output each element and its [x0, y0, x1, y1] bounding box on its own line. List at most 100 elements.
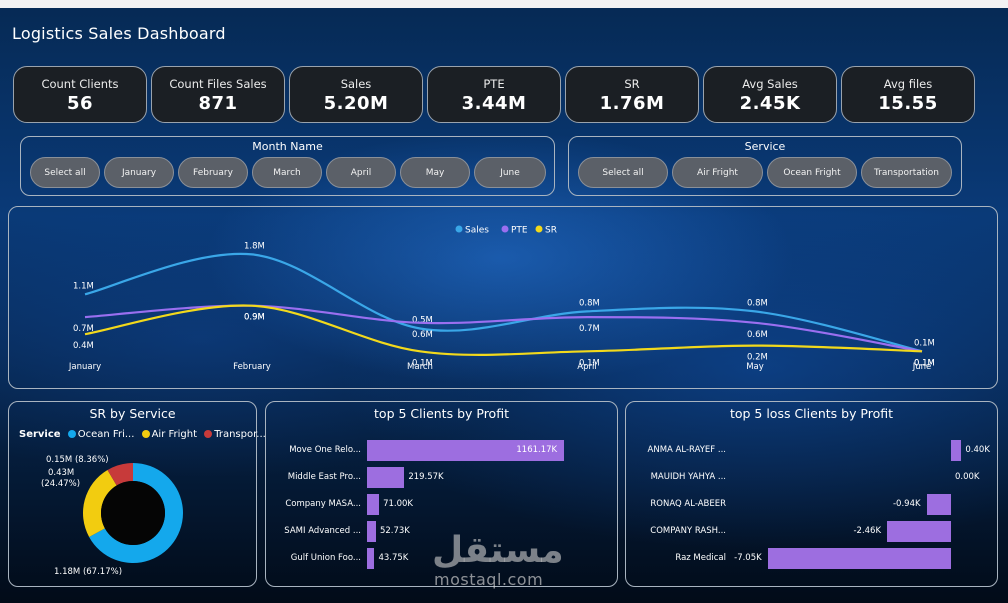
month-option-february[interactable]: February [178, 157, 248, 188]
service-option-select-all[interactable]: Select all [578, 157, 668, 188]
data-label-pte-june: 0.1M [914, 358, 935, 368]
legend-dot-transport [204, 430, 213, 438]
service-option-air-fright[interactable]: Air Fright [672, 157, 763, 188]
donut-slice-transpor[interactable] [107, 463, 133, 486]
bar-company-rash[interactable] [887, 521, 951, 542]
watermark-arabic: مستقل [432, 530, 564, 571]
line-legend: Sales PTE SR [455, 225, 557, 236]
service-option-ocean-fright[interactable]: Ocean Fright [767, 157, 857, 188]
kpi-card-sr[interactable]: SR 1.76M [565, 66, 699, 123]
kpi-value: 871 [198, 93, 238, 114]
data-label-sales-april: 0.8M [579, 298, 600, 308]
data-label-sr-january: 0.4M [73, 341, 94, 351]
legend-item-ocean[interactable]: Ocean Fri... [77, 429, 135, 440]
donut-legend-title: Service [19, 429, 61, 440]
kpi-card-pte[interactable]: PTE 3.44M [427, 66, 561, 123]
series-line-sr[interactable] [84, 304, 923, 356]
data-label-sr-february: 0.9M [244, 313, 265, 323]
bar-label-move-one-relo: Move One Relo... [289, 444, 361, 455]
month-option-march[interactable]: March [252, 157, 322, 188]
donut-label-pct-air-fright: (24.47%) [41, 479, 80, 489]
data-label-pte-may: 0.6M [747, 330, 768, 340]
kpi-label: Count Clients [41, 77, 119, 91]
bar-middle-east-pro[interactable] [367, 467, 405, 488]
kpi-label: PTE [483, 77, 505, 91]
data-label-pte-february: 0.9M [244, 313, 265, 323]
sr-donut-chart[interactable]: 1.18M (67.17%) 0.43M(24.47%) 0.15M (8.36%) [9, 402, 256, 586]
bar-label-company-rash: COMPANY RASH... [650, 525, 726, 536]
bar-label-company-masa: Company MASA... [285, 498, 361, 509]
series-line-sales[interactable] [84, 252, 923, 353]
kpi-card-count-files-sales[interactable]: Count Files Sales 871 [151, 66, 285, 123]
data-label-sales-february: 1.8M [244, 241, 265, 251]
legend-label-sales[interactable]: Sales [465, 226, 489, 236]
service-slicer-title: Service [744, 140, 786, 153]
kpi-value: 2.45K [739, 93, 801, 114]
sales-line-chart[interactable]: Sales PTE SR 1.1M 1.8M 0.5M 0.8M 0.8M 0.1M 0.7M 0.… [9, 207, 997, 388]
bar-value-gulf-union-foo: 43.75K [378, 552, 409, 563]
legend-item-transport[interactable]: Transpor... [214, 429, 266, 440]
bar-value-middle-east-pro: 219.57K [408, 471, 444, 482]
legend-dot-air [141, 430, 150, 438]
bar-sami-advanced[interactable] [367, 521, 376, 542]
month-slicer-title: Month Name [252, 140, 323, 153]
donut-slice-ocean-fri[interactable] [89, 463, 184, 563]
bar-label-ronaq-al-abeer: RONAQ AL-ABEER [650, 498, 726, 509]
kpi-label: Avg files [883, 77, 933, 91]
bar-label-anma-al-rayef: ANMA AL-RAYEF ... [647, 444, 726, 455]
legend-dot-pte [501, 225, 509, 233]
kpi-value: 56 [66, 93, 94, 114]
donut-slice-air-fright[interactable] [83, 469, 117, 537]
legend-label-sr[interactable]: SR [545, 226, 557, 236]
x-tick-march: March [407, 362, 433, 372]
kpi-value: 3.44M [461, 93, 527, 114]
bar-value-move-one-relo: 1161.17K [516, 444, 558, 455]
series-line-pte[interactable] [84, 304, 923, 353]
kpi-value: 5.20M [323, 93, 389, 114]
bar-label-middle-east-pro: Middle East Pro... [287, 471, 361, 482]
month-option-select-all[interactable]: Select all [30, 157, 100, 188]
bar-label-sami-advanced: SAMI Advanced ... [284, 525, 361, 536]
data-label-sales-june: 0.1M [914, 338, 935, 348]
bar-value-raz-medical: -7.05K [734, 552, 762, 563]
month-option-january[interactable]: January [104, 157, 174, 188]
bar-company-masa[interactable] [367, 494, 380, 515]
donut-legend: Service Ocean Fri... Air Fright Transpor… [19, 429, 266, 440]
bar-label-raz-medical: Raz Medical [675, 552, 726, 563]
bar-raz-medical[interactable] [767, 548, 951, 569]
kpi-card-avg-sales[interactable]: Avg Sales 2.45K [703, 66, 837, 123]
data-label-sales-may: 0.8M [747, 298, 768, 308]
month-option-april[interactable]: April [326, 157, 396, 188]
service-slicer: Service Select all Air Fright Ocean Frig… [568, 136, 962, 196]
top5-loss-clients-title: top 5 loss Clients by Profit [729, 406, 894, 421]
bar-value-sami-advanced: 52.73K [379, 525, 410, 536]
bar-value-ronaq-al-abeer: -0.94K [892, 498, 921, 509]
data-label-pte-april: 0.7M [579, 324, 600, 334]
bar-value-company-masa: 71.00K [383, 498, 413, 509]
x-tick-january: January [68, 362, 101, 372]
bar-ronaq-al-abeer[interactable] [926, 494, 951, 515]
month-option-may[interactable]: May [400, 157, 470, 188]
donut-label-transpor: 0.15M (8.36%) [46, 455, 109, 465]
legend-label-pte[interactable]: PTE [511, 226, 528, 236]
bar-value-anma-al-rayef: 0.40K [965, 444, 990, 455]
x-tick-june: June [912, 362, 932, 372]
bar-move-one-relo[interactable] [367, 440, 565, 461]
service-option-transportation[interactable]: Transportation [861, 157, 952, 188]
bar-gulf-union-foo[interactable] [367, 548, 375, 569]
data-label-sales-january: 1.1M [73, 281, 94, 291]
top5-clients-card: top 5 Clients by Profit Move One Relo...… [265, 401, 618, 587]
kpi-card-sales[interactable]: Sales 5.20M [289, 66, 423, 123]
x-tick-february: February [233, 362, 271, 372]
bar-anma-al-rayef[interactable] [951, 440, 962, 461]
month-option-june[interactable]: June [474, 157, 546, 188]
kpi-card-avg-files[interactable]: Avg files 15.55 [841, 66, 975, 123]
page-title: Logistics Sales Dashboard [12, 24, 226, 43]
kpi-label: Avg Sales [742, 77, 798, 91]
kpi-card-count-clients[interactable]: Count Clients 56 [13, 66, 147, 123]
legend-item-air[interactable]: Air Fright [151, 429, 198, 440]
x-tick-may: May [746, 362, 764, 372]
bar-value-company-rash: -2.46K [853, 525, 882, 536]
donut-label-ocean-fri: 1.18M (67.17%) [54, 567, 122, 577]
kpi-label: Sales [340, 77, 372, 91]
